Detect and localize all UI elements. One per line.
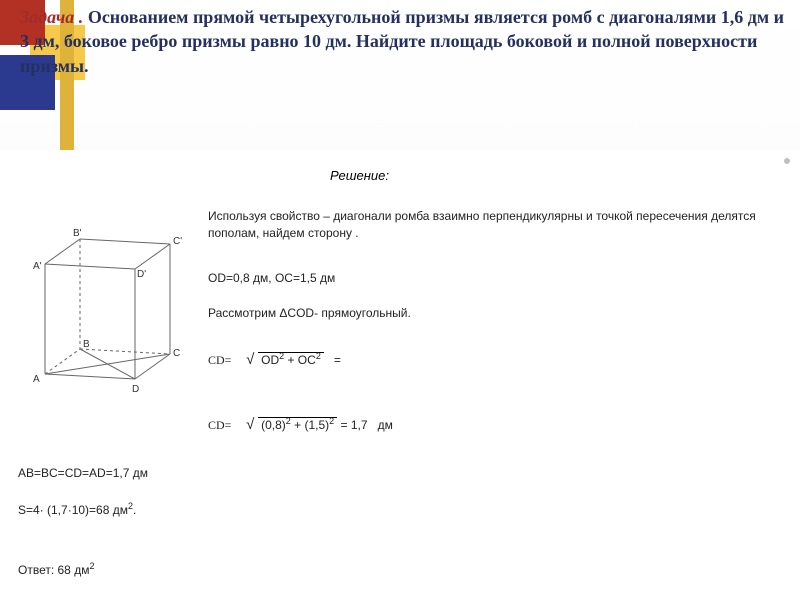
area-line: S=4· (1,7·10)=68 дм2. [18, 500, 136, 519]
vertex-label: C' [173, 236, 182, 247]
sides-line: AB=BC=CD=AD=1,7 дм [18, 465, 148, 482]
vertex-label: B [83, 339, 90, 350]
cd-unit: дм [378, 418, 393, 432]
cd-label-2: CD= [208, 418, 231, 432]
cd-label: CD= [208, 353, 231, 367]
vertex-label: A' [33, 261, 42, 272]
sqrt-expression-1: OD2 + OC2 [248, 350, 324, 369]
problem-statement: Основанием прямой четырехугольной призмы… [20, 7, 784, 76]
solution-heading: Решение: [330, 168, 389, 183]
solution-line-2: OD=0,8 дм, OC=1,5 дм [208, 270, 335, 287]
side-indicator [784, 158, 790, 164]
vertex-label: D' [137, 269, 146, 280]
vertex-label: D [132, 384, 139, 395]
title-band: Задача . Основанием прямой четырехугольн… [0, 0, 800, 150]
answer-line: Ответ: 68 дм2 [18, 560, 94, 579]
sqrt-expression-2: (0,8)2 + (1,5)2 [248, 415, 337, 434]
vertex-label: B' [73, 228, 82, 239]
problem-title: Задача . Основанием прямой четырехугольн… [20, 5, 785, 78]
cd-formula-1: CD= OD2 + OC2 = [208, 350, 341, 369]
vertex-label: A [33, 374, 40, 385]
solution-line-1: Используя свойство – диагонали ромба вза… [208, 208, 788, 242]
vertex-label: C [173, 348, 180, 359]
cd-result: = 1,7 [341, 418, 368, 432]
prism-diagram: A' B' C' D' A B C D [15, 224, 205, 414]
task-label: Задача . [20, 7, 83, 27]
solution-line-3: Рассмотрим ΔCOD- прямоугольный. [208, 305, 411, 322]
cd-formula-2: CD= (0,8)2 + (1,5)2 = 1,7 дм [208, 415, 393, 434]
